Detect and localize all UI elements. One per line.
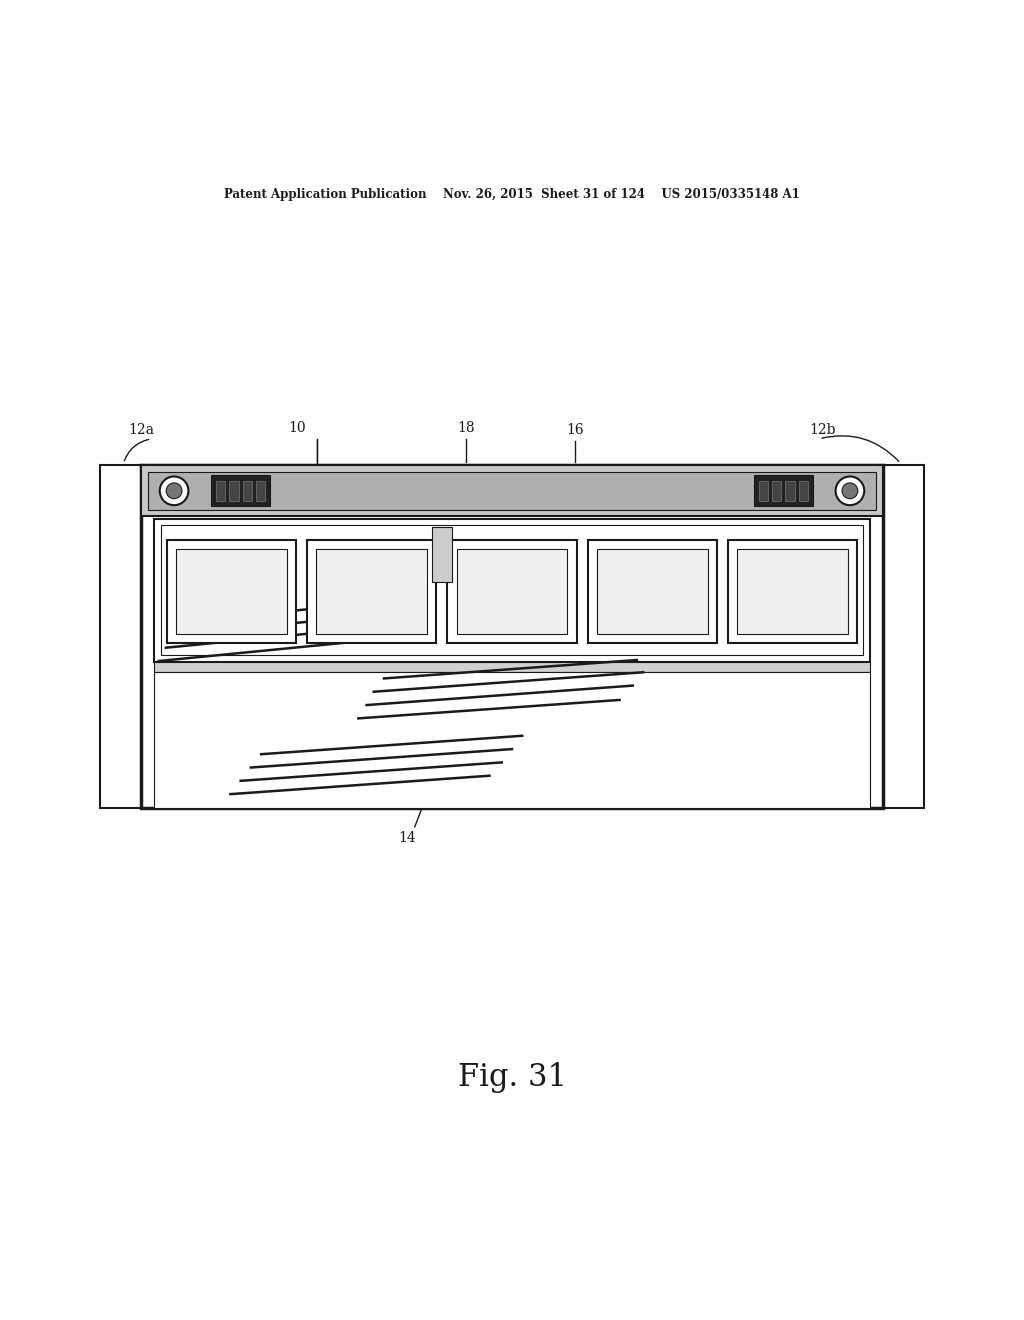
Bar: [148, 471, 876, 510]
Bar: [167, 540, 296, 643]
Bar: [176, 549, 287, 634]
Bar: [141, 466, 883, 808]
Bar: [216, 480, 225, 502]
Bar: [307, 540, 436, 643]
Bar: [154, 519, 870, 661]
Bar: [154, 661, 870, 672]
Bar: [588, 540, 717, 643]
Bar: [100, 466, 146, 808]
Bar: [799, 480, 808, 502]
Bar: [597, 549, 708, 634]
Bar: [256, 480, 265, 502]
Bar: [154, 672, 870, 808]
Text: 14: 14: [398, 832, 417, 845]
Bar: [316, 549, 427, 634]
Bar: [141, 466, 883, 516]
Bar: [785, 480, 795, 502]
Bar: [728, 540, 857, 643]
Bar: [457, 549, 567, 634]
Text: 12a: 12a: [128, 422, 155, 437]
Bar: [211, 475, 270, 506]
Circle shape: [836, 477, 864, 506]
Bar: [229, 480, 239, 502]
Bar: [447, 540, 577, 643]
Text: 18: 18: [457, 421, 475, 434]
Text: 10: 10: [288, 421, 306, 434]
Text: Fig. 31: Fig. 31: [458, 1063, 566, 1093]
Bar: [737, 549, 848, 634]
Text: 12b: 12b: [809, 422, 836, 437]
Bar: [759, 480, 768, 502]
Text: 16: 16: [566, 422, 585, 437]
Bar: [161, 525, 863, 656]
Bar: [772, 480, 781, 502]
Circle shape: [160, 477, 188, 506]
Circle shape: [842, 483, 858, 499]
Circle shape: [166, 483, 182, 499]
Bar: [432, 528, 453, 582]
Bar: [754, 475, 813, 506]
Text: Patent Application Publication    Nov. 26, 2015  Sheet 31 of 124    US 2015/0335: Patent Application Publication Nov. 26, …: [224, 187, 800, 201]
Bar: [878, 466, 924, 808]
Bar: [243, 480, 252, 502]
